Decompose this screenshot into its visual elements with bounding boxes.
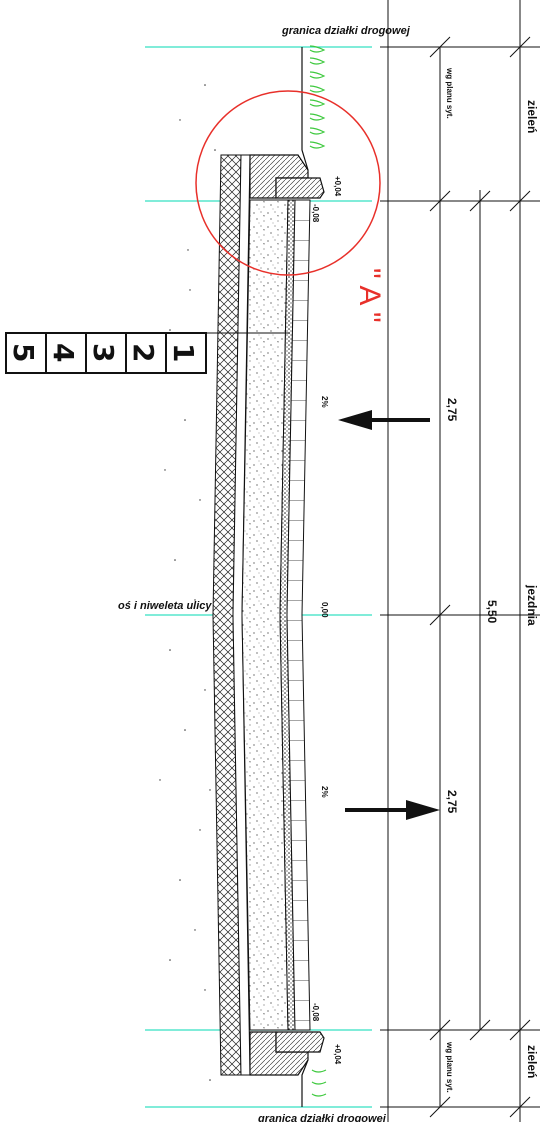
- lane-width-left: 2,75: [445, 398, 459, 422]
- layer-legend: 5 4 3 2 1: [5, 332, 290, 374]
- zone-roadway: jezdnia: [525, 584, 539, 626]
- dimension-texts: 2,75 2,75 5,50 2% 2% +0,04 -0,08 0,00 -0…: [311, 176, 499, 1065]
- curb-stone-bottom: [275, 1031, 325, 1053]
- ground-and-grass: [301, 45, 327, 1107]
- elev-top-gutter: -0,08: [311, 204, 320, 223]
- elev-axis: 0,00: [320, 602, 329, 618]
- plot-boundary-bottom: granica działki drogowej: [257, 1113, 387, 1122]
- zone-plan-bottom: wg planu syt.: [445, 1041, 454, 1093]
- legend-layer-5: 5: [7, 343, 40, 362]
- total-width: 5,50: [485, 600, 499, 624]
- elev-bottom-curb: +0,04: [333, 1044, 342, 1065]
- plot-boundary-top: granica działki drogowej: [281, 25, 411, 37]
- lane-width-right: 2,75: [445, 790, 459, 814]
- slope-right: 2%: [320, 786, 329, 798]
- slope-left: 2%: [320, 396, 329, 408]
- pavement-structure: [212, 154, 311, 1076]
- subgrade-soil: [159, 84, 216, 1081]
- detail-a-circle: [195, 90, 381, 276]
- legend-layer-4: 4: [47, 343, 80, 362]
- zone-plan-top: wg planu syt.: [445, 67, 454, 119]
- zone-green-bottom: zieleń: [525, 1045, 539, 1078]
- zone-labels: zieleń jezdnia zieleń wg planu syt. wg p…: [445, 67, 539, 1093]
- legend-layer-3: 3: [87, 343, 120, 362]
- curb-stone-top: [275, 177, 325, 199]
- elev-top-curb: +0,04: [333, 176, 342, 197]
- elev-bottom-gutter: -0,08: [311, 1003, 320, 1022]
- road-axis-label: oś i niweleta ulicy: [118, 600, 212, 612]
- dimension-lines: [380, 0, 540, 1122]
- curbs: [249, 154, 325, 1076]
- legend-layer-2: 2: [127, 343, 160, 362]
- zone-green-top: zieleń: [525, 100, 539, 133]
- legend-layer-1: 1: [167, 343, 200, 362]
- detail-a-label: " A ": [353, 268, 386, 323]
- layer-wearing-course: [286, 199, 311, 1031]
